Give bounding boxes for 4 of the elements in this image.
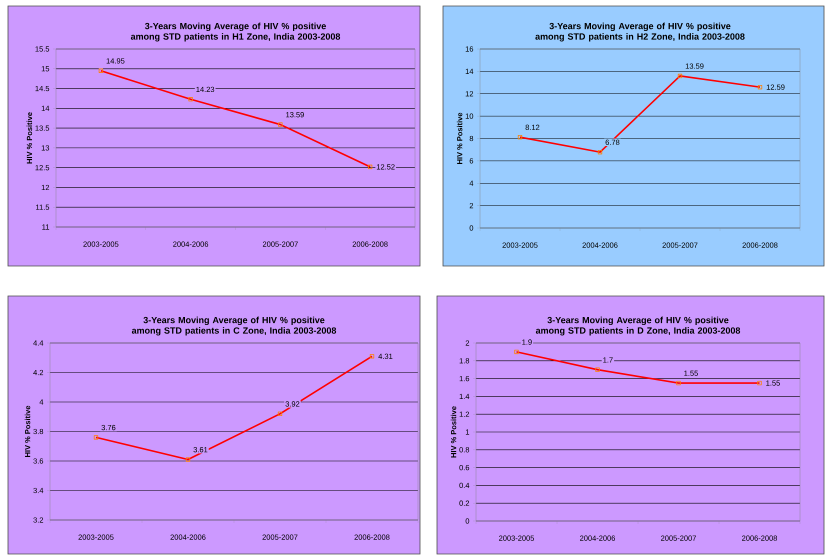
chart-title: 3-Years Moving Average of HIV % positive among STD patients in C Zone, India 2003-2008	[132, 316, 336, 336]
chart-title: 3-Years Moving Average of HIV % positive among STD patients in H2 Zone, India 2003-2008	[535, 22, 745, 42]
chart-title: 3-Years Moving Average of HIV % positive among STD patients in H1 Zone, India 2003-2008	[130, 22, 340, 42]
chart-title: 3-Years Moving Average of HIV % positive among STD patients in D Zone, India 2003-2008	[536, 316, 740, 336]
